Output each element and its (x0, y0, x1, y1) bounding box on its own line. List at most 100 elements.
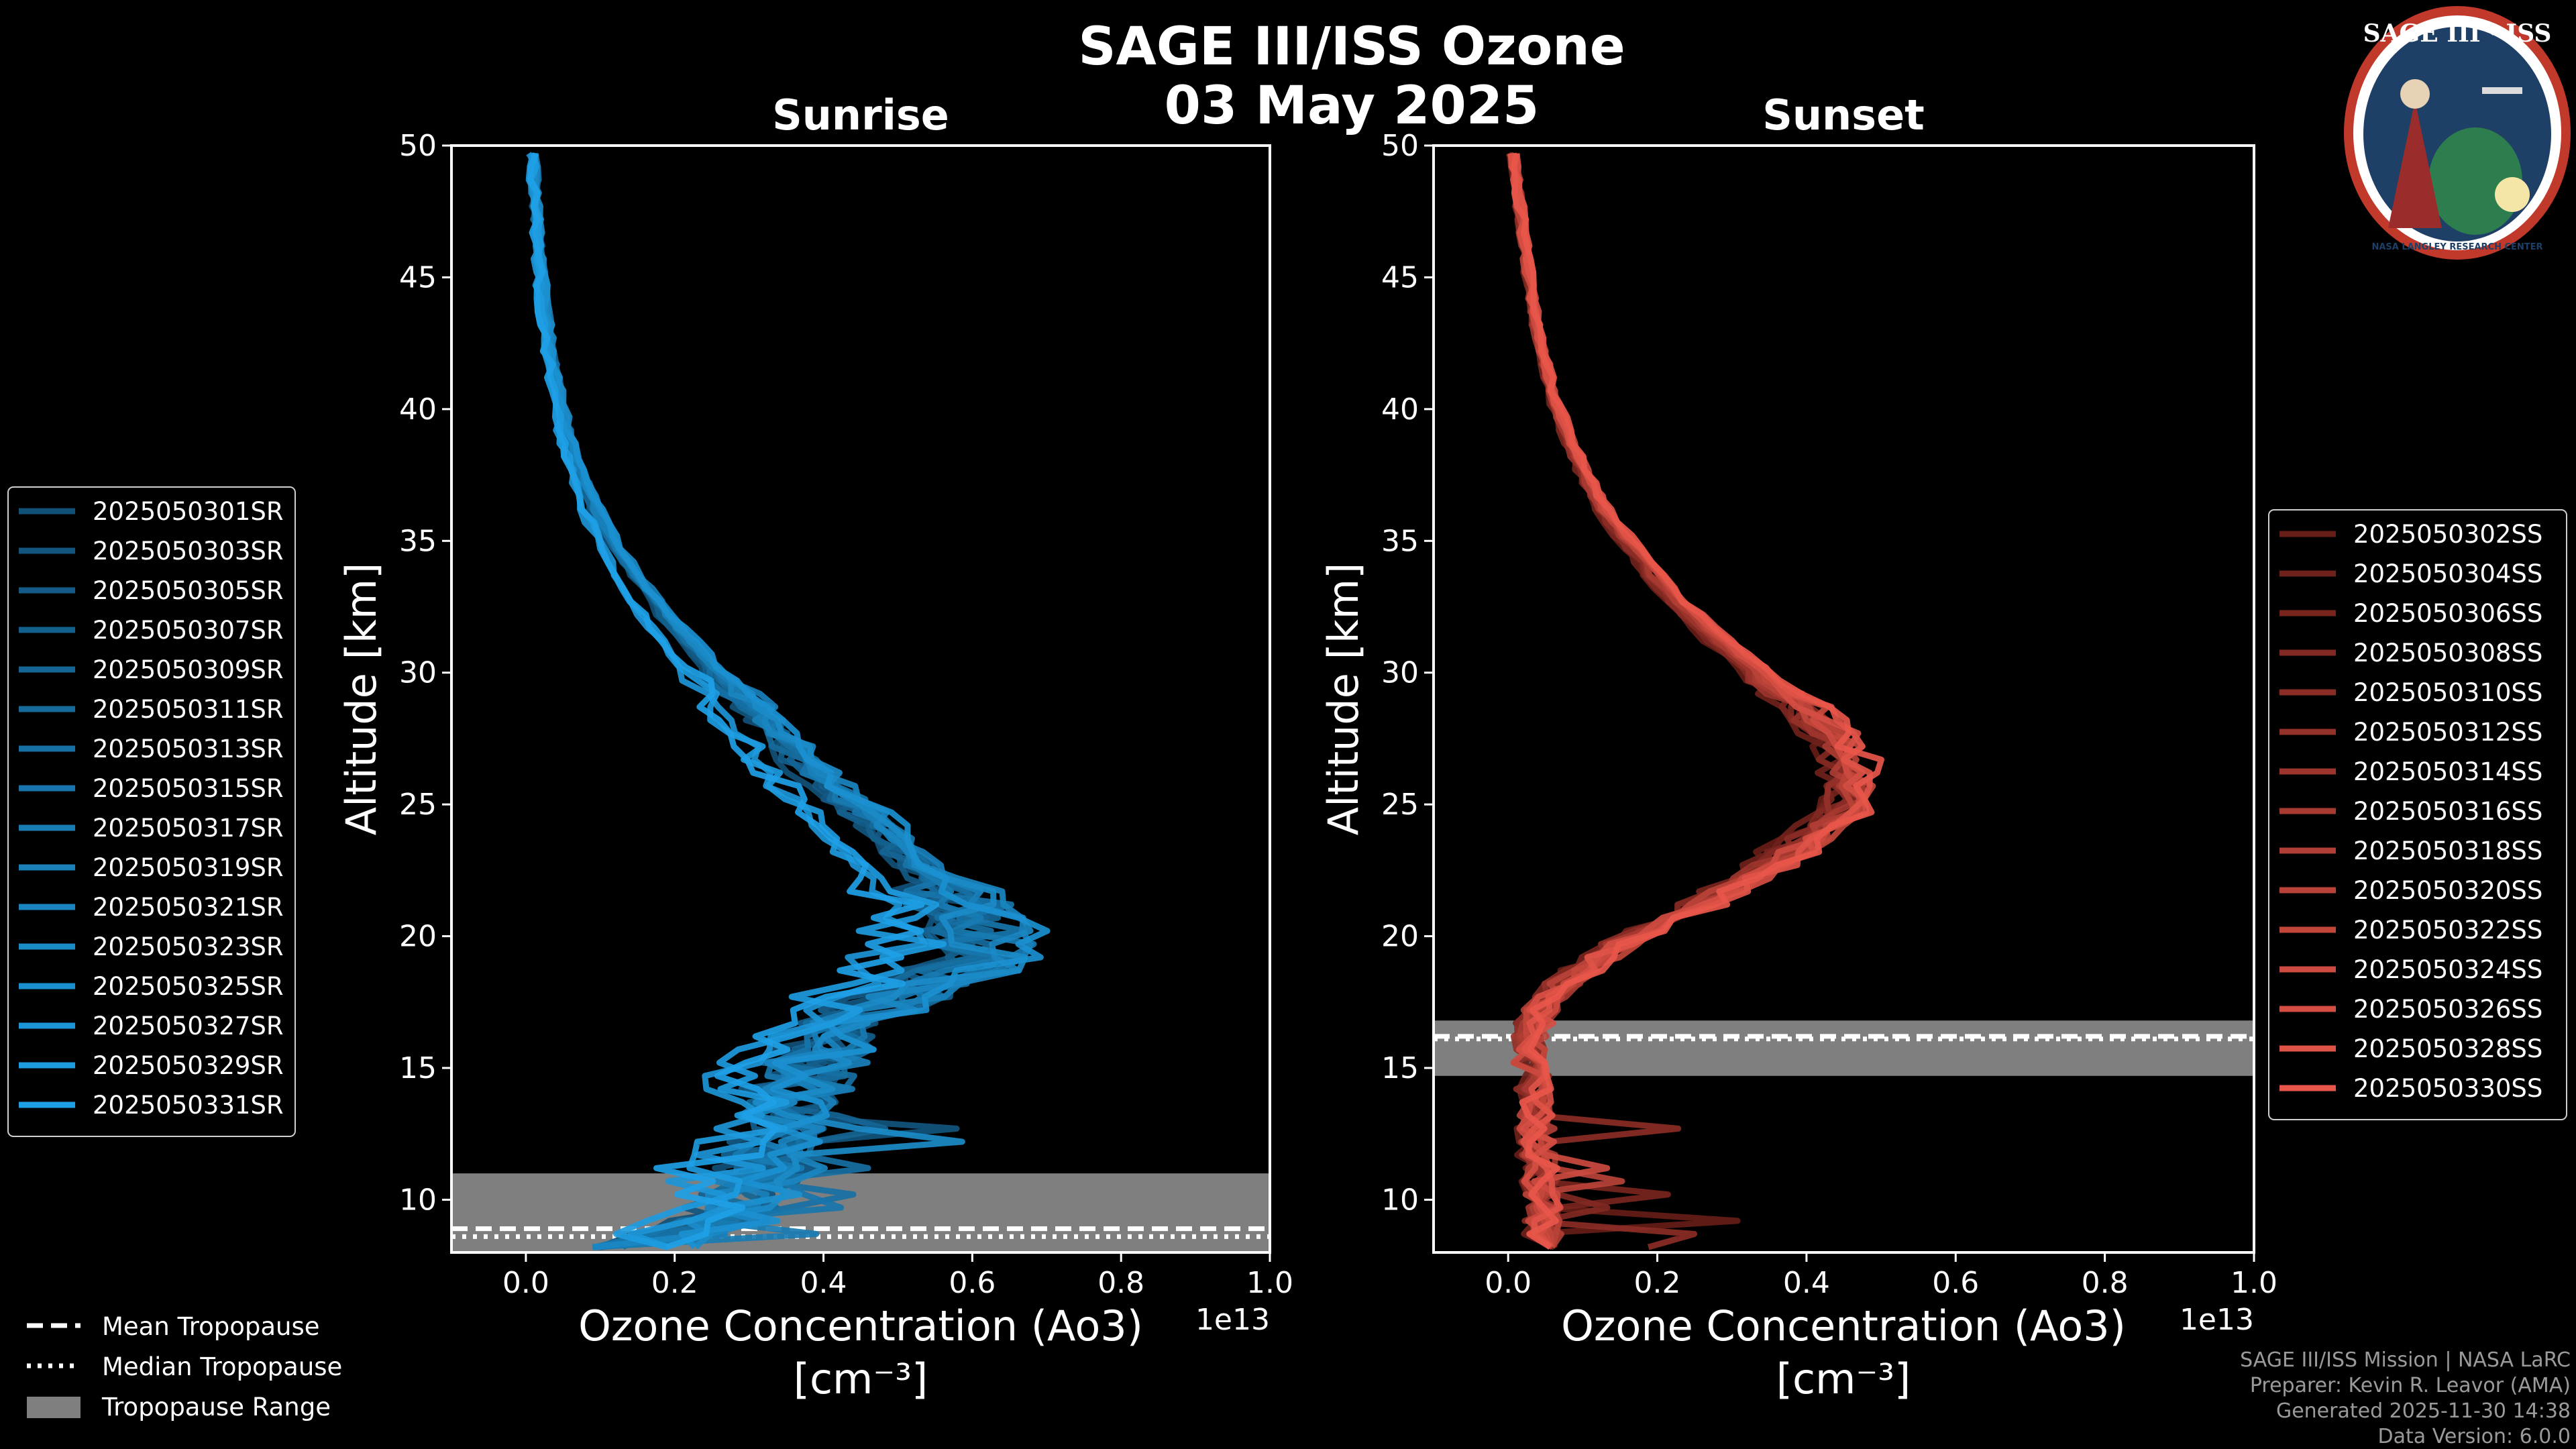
y-tick-label: 25 (399, 788, 437, 822)
sunrise-x-axis-units: [cm⁻³] (794, 1354, 928, 1403)
y-tick-label: 40 (399, 392, 437, 427)
series-line (527, 153, 1051, 1250)
sunrise-legend: 2025050301SR 2025050303SR 2025050305SR 2025… (7, 486, 296, 1137)
legend-frame (7, 486, 296, 1137)
y-tick-label: 10 (399, 1183, 437, 1217)
y-tick-label: 20 (399, 920, 437, 954)
series-line (527, 152, 925, 1250)
y-tick-label: 50 (1381, 129, 1419, 163)
legend-entry-label: 2025050328SS (2353, 1034, 2542, 1063)
sunset-x-axis-units: [cm⁻³] (1776, 1354, 1911, 1403)
legend-entry-label: 2025050308SS (2353, 639, 2542, 667)
legend-entry-label: 2025050307SR (93, 616, 284, 645)
earth-icon (2428, 127, 2522, 235)
legend-entry-label: 2025050310SS (2353, 678, 2542, 707)
x-tick-label: 0.6 (1932, 1266, 1979, 1300)
x-tick-label: 0.4 (1783, 1266, 1830, 1300)
plot-frame (1432, 144, 2255, 1254)
legend-entry-label: 2025050318SS (2353, 837, 2542, 865)
wizard-figure-icon (2388, 101, 2442, 228)
legend-entry-label: 2025050311SR (93, 695, 284, 724)
credit-line: Generated 2025-11-30 14:38 (2276, 1399, 2571, 1423)
legend-entry-label: 2025050302SS (2353, 520, 2542, 549)
legend-entry-label: 2025050326SS (2353, 995, 2542, 1024)
y-tick-label: 10 (1381, 1183, 1419, 1217)
moon-icon (2495, 177, 2530, 212)
sunset-x-scale: 1e13 (2180, 1303, 2254, 1337)
legend-entry-label: 2025050322SS (2353, 916, 2542, 945)
logo-ring-text: NASA LANGLEY RESEARCH CENTER (2371, 242, 2542, 252)
series-line (525, 152, 928, 1250)
legend-entry-label: 2025050309SR (93, 655, 284, 684)
tropopause-range-band (451, 1173, 1270, 1252)
space-station-icon (2482, 87, 2522, 94)
y-tick-label: 35 (1381, 524, 1419, 558)
credits: SAGE III/ISS Mission | NASA LaRC Prepare… (2240, 1348, 2571, 1448)
sunrise-plot: 0.0 0.2 0.4 0.6 0.8 1.0 10 15 20 25 30 35 40 45 50 (399, 129, 1293, 1300)
series-line (1511, 152, 1884, 1250)
legend-entry-label: 2025050316SS (2353, 797, 2542, 826)
y-tick-label: 20 (1381, 920, 1419, 954)
x-tick-label: 0.2 (651, 1266, 698, 1300)
y-tick-label: 45 (399, 260, 437, 294)
sunset-legend: 2025050302SS 2025050304SS 2025050306SS 2025… (2268, 509, 2567, 1120)
legend-entry-label: 2025050306SS (2353, 599, 2542, 628)
x-tick-label: 0.0 (502, 1266, 549, 1300)
logo-text: SAGE III · ISS (2363, 19, 2552, 48)
series-lines (525, 152, 1051, 1250)
x-tick-label: 0.8 (1097, 1266, 1144, 1300)
tropopause-range-label: Tropopause Range (101, 1393, 331, 1421)
sunset-plot: 0.0 0.2 0.4 0.6 0.8 1.0 10 15 20 25 30 35 40 45 50 (1381, 129, 2277, 1300)
legend-entry-label: 2025050329SR (93, 1051, 284, 1080)
wizard-head-icon (2400, 79, 2430, 109)
legend-entry-label: 2025050330SS (2353, 1074, 2542, 1103)
panel-title-sunrise: Sunrise (772, 91, 949, 140)
legend-entry-label: 2025050314SS (2353, 757, 2542, 786)
legend-entry-label: 2025050319SR (93, 853, 284, 882)
y-tick-label: 30 (1381, 656, 1419, 690)
x-tick-label: 0.2 (1634, 1266, 1681, 1300)
legend-entry-label: 2025050301SR (93, 497, 284, 526)
y-tick-label: 25 (1381, 788, 1419, 822)
legend-entry-label: 2025050327SR (93, 1012, 284, 1040)
x-tick-label: 0.8 (2082, 1266, 2129, 1300)
credit-line: SAGE III/ISS Mission | NASA LaRC (2240, 1348, 2571, 1372)
panel-title-sunset: Sunset (1762, 91, 1925, 140)
legend-frame (2268, 509, 2567, 1120)
credit-line: Data Version: 6.0.0 (2378, 1425, 2571, 1448)
y-tick-label: 40 (1381, 392, 1419, 427)
series-line (526, 152, 1034, 1250)
y-tick-label: 15 (1381, 1051, 1419, 1085)
plot-frame (450, 144, 1271, 1254)
x-tick-label: 1.0 (1246, 1266, 1293, 1300)
main-subtitle: 03 May 2025 (1165, 76, 1540, 136)
legend-entry-label: 2025050324SS (2353, 955, 2542, 984)
median-tropopause-label: Median Tropopause (102, 1352, 342, 1381)
x-tick-label: 0.6 (949, 1266, 996, 1300)
legend-entry-label: 2025050325SR (93, 972, 284, 1001)
sunrise-x-axis-label: Ozone Concentration (Ao3) (578, 1301, 1143, 1350)
y-tick-label: 15 (399, 1051, 437, 1085)
x-tick-label: 1.0 (2231, 1266, 2277, 1300)
tropopause-range-band (1434, 1020, 2254, 1076)
legend-entry-label: 2025050305SR (93, 576, 284, 605)
y-tick-label: 35 (399, 524, 437, 558)
legend-entry-label: 2025050320SS (2353, 876, 2542, 905)
y-tick-label: 45 (1381, 260, 1419, 294)
sunset-y-axis-label: Altitude [km] (1319, 563, 1368, 836)
credit-line: Preparer: Kevin R. Leavor (AMA) (2250, 1374, 2571, 1397)
sunrise-y-axis-label: Altitude [km] (337, 563, 386, 836)
x-tick-label: 0.4 (800, 1266, 847, 1300)
mean-tropopause-label: Mean Tropopause (102, 1312, 320, 1341)
x-tick-label: 0.0 (1485, 1266, 1532, 1300)
y-tick-label: 30 (399, 656, 437, 690)
main-title: SAGE III/ISS Ozone (1078, 17, 1625, 77)
series-lines (1505, 152, 1884, 1250)
sunrise-x-scale: 1e13 (1195, 1303, 1270, 1337)
legend-entry-label: 2025050313SR (93, 735, 284, 763)
legend-entry-label: 2025050315SR (93, 774, 284, 803)
legend-entry-label: 2025050323SR (93, 932, 284, 961)
legend-entry-label: 2025050303SR (93, 537, 284, 566)
legend-entry-label: 2025050312SS (2353, 718, 2542, 747)
y-tick-label: 50 (399, 129, 437, 163)
